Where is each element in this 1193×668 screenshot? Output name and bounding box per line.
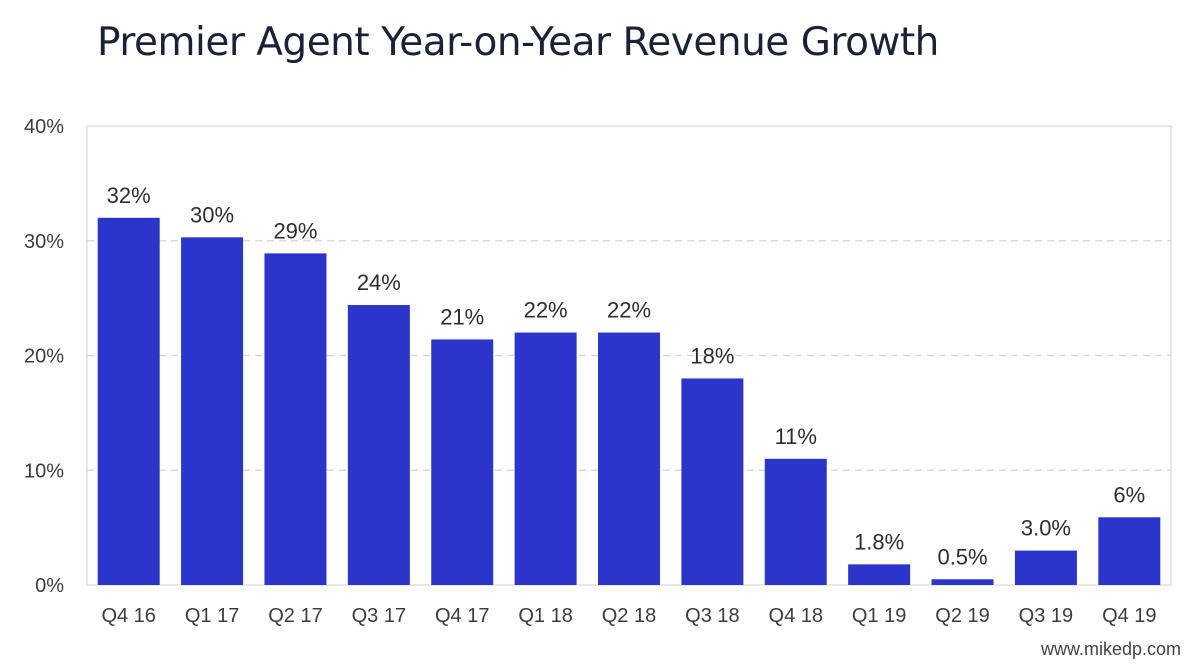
x-tick-label: Q2 17 (268, 605, 322, 627)
bar-value-label: 11% (775, 424, 817, 449)
bar (681, 378, 744, 585)
bar (598, 332, 660, 585)
bar (514, 332, 577, 585)
bar-value-label: 24% (357, 270, 401, 295)
bar-value-label: 32% (107, 183, 151, 208)
x-tick-label: Q3 19 (1019, 605, 1073, 627)
bar-value-label: 30% (190, 202, 234, 227)
bar (764, 458, 827, 585)
x-tick-label: Q3 18 (685, 605, 739, 627)
bar-value-label: 29% (273, 218, 317, 243)
x-tick-label: Q2 18 (602, 605, 656, 627)
x-tick-label: Q1 19 (852, 605, 906, 627)
x-tick-label: Q2 19 (935, 605, 989, 627)
bar (1098, 517, 1161, 585)
x-tick-label: Q4 19 (1102, 605, 1156, 627)
watermark: www.mikedp.com (1040, 639, 1181, 659)
x-axis-ticks: Q4 16 Q1 17 Q2 17 Q3 17 Q4 17 Q1 18 Q2 18 Q3 18… (101, 605, 1156, 627)
bar (181, 237, 244, 585)
bar-value-label: 0.5% (937, 544, 987, 569)
bar (848, 564, 911, 585)
x-tick-label: Q4 17 (435, 605, 489, 627)
x-tick-label: Q3 17 (352, 605, 406, 627)
bar (1014, 550, 1077, 585)
bar (931, 579, 994, 585)
y-tick-label: 40% (24, 116, 64, 138)
bars (97, 217, 1161, 586)
y-tick-label: 30% (24, 231, 64, 253)
bar (431, 339, 494, 585)
bar-value-label: 22% (607, 298, 651, 323)
x-tick-label: Q4 16 (101, 605, 155, 627)
x-tick-label: Q4 18 (769, 605, 823, 627)
bar (347, 305, 410, 585)
y-tick-label: 0% (35, 575, 64, 597)
bar-value-label: 22% (524, 298, 568, 323)
bar-value-label: 1.8% (854, 529, 904, 554)
y-tick-label: 20% (24, 346, 64, 368)
x-tick-label: Q1 17 (185, 605, 239, 627)
chart-title: Premier Agent Year-on-Year Revenue Growt… (97, 20, 939, 65)
y-tick-label: 10% (24, 460, 64, 482)
y-axis-ticks: 0% 10% 20% 30% 40% (24, 116, 64, 597)
bar-value-label: 21% (440, 304, 484, 329)
data-labels: 32% 30% 29% 24% 21% 22% 22% 18% 11% 1.8% 0.5% 3.0% 6… (107, 183, 1146, 569)
bar-value-label: 3.0% (1021, 516, 1071, 541)
x-tick-label: Q1 18 (518, 605, 572, 627)
bar-value-label: 6% (1113, 482, 1145, 507)
bar (264, 253, 327, 585)
bar-value-label: 18% (690, 343, 734, 368)
bar (97, 217, 160, 586)
